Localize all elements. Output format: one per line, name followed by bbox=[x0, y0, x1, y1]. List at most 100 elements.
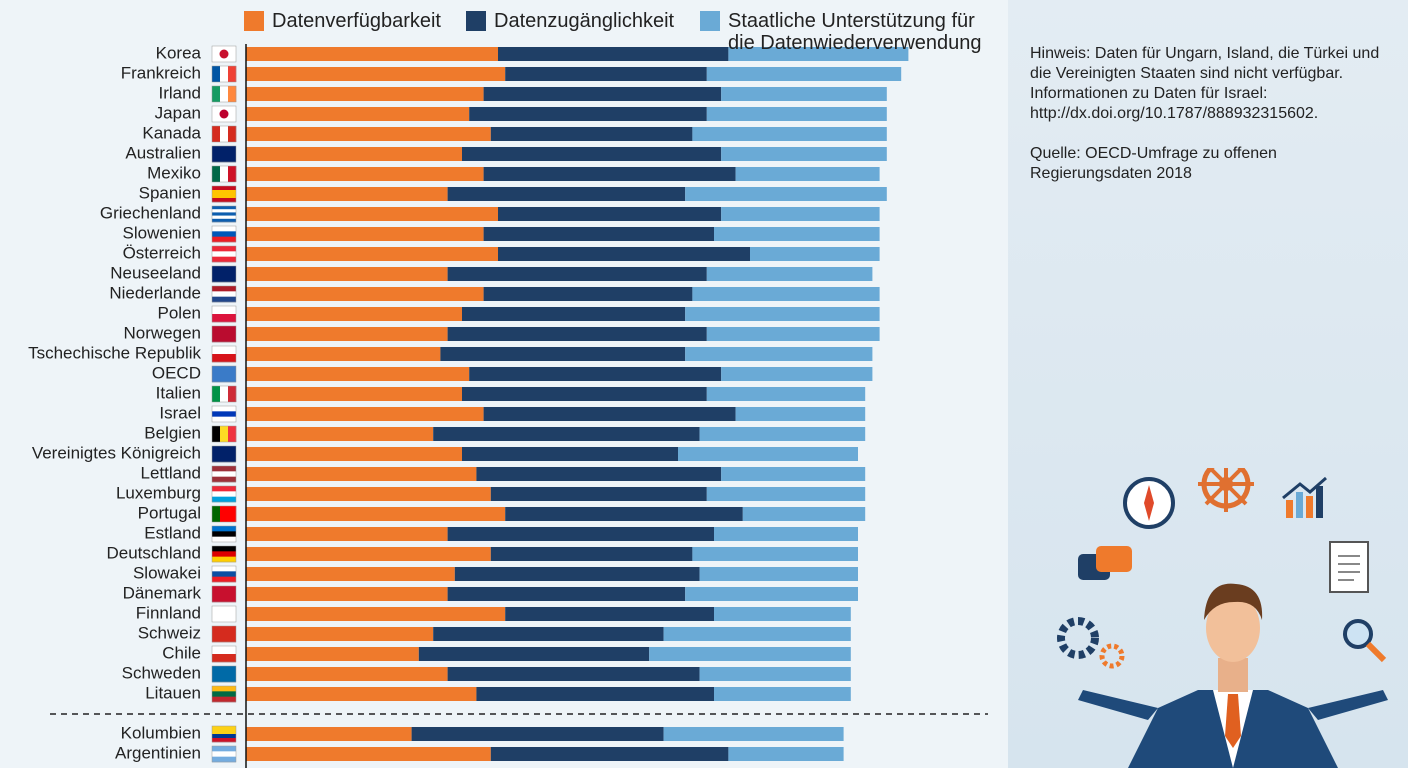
bar-segment bbox=[706, 327, 880, 341]
flag-border bbox=[211, 265, 237, 283]
category-label: Argentinien bbox=[115, 743, 201, 762]
flag-stripe bbox=[212, 366, 236, 383]
category-label: Griechenland bbox=[100, 203, 201, 222]
flag-stripe bbox=[212, 531, 236, 537]
bar-segment bbox=[498, 207, 722, 221]
flag-stripe bbox=[228, 126, 237, 142]
flag bbox=[211, 45, 237, 63]
flag-border bbox=[211, 725, 237, 743]
flag-border bbox=[211, 365, 237, 383]
bar-segment bbox=[476, 467, 722, 481]
flag-stripe bbox=[212, 209, 236, 213]
bar-segment bbox=[706, 67, 902, 81]
bar-segment bbox=[447, 327, 707, 341]
bar-segment bbox=[490, 487, 707, 501]
flag-stripe bbox=[212, 626, 236, 643]
flag-stripe bbox=[212, 86, 221, 102]
legend-label: Datenverfügbarkeit bbox=[272, 10, 441, 32]
flag bbox=[211, 585, 237, 603]
flag-stripe bbox=[212, 751, 236, 757]
flag-border bbox=[211, 605, 237, 623]
bar-segment bbox=[721, 87, 887, 101]
bar-segment bbox=[476, 687, 714, 701]
flag-stripe bbox=[212, 696, 236, 703]
bar-segment bbox=[246, 727, 412, 741]
flag-stripe bbox=[212, 190, 236, 195]
bar-segment bbox=[714, 607, 851, 621]
legend-label: Datenzugänglichkeit bbox=[494, 10, 675, 32]
bar-segment bbox=[447, 587, 686, 601]
category-label: Slowakei bbox=[133, 563, 201, 582]
flag bbox=[211, 565, 237, 583]
bar-segment bbox=[498, 247, 750, 261]
flag-stripe bbox=[212, 566, 236, 572]
bar-segment bbox=[685, 587, 858, 601]
bar-segment bbox=[728, 747, 844, 761]
bar-segment bbox=[498, 47, 729, 61]
flag bbox=[211, 305, 237, 323]
category-label: Irland bbox=[158, 83, 201, 102]
bar-segment bbox=[246, 307, 462, 321]
legend-label: Staatliche Unterstützung für die Datenwi… bbox=[728, 10, 982, 54]
bar-segment bbox=[246, 187, 448, 201]
flag bbox=[211, 165, 237, 183]
flag bbox=[211, 145, 237, 163]
bar-segment bbox=[418, 647, 650, 661]
flag-border bbox=[211, 285, 237, 303]
bar-segment bbox=[447, 187, 686, 201]
flag-border bbox=[211, 505, 237, 523]
flag-stripe bbox=[212, 256, 236, 263]
flag-stripe bbox=[212, 206, 236, 210]
category-label: Mexiko bbox=[147, 163, 201, 182]
bar-segment bbox=[246, 387, 462, 401]
legend-item: Datenzugänglichkeit bbox=[466, 2, 674, 32]
flag-stripe bbox=[220, 426, 229, 442]
flag bbox=[211, 285, 237, 303]
flag-stripe bbox=[212, 686, 236, 692]
flag-stripe bbox=[212, 286, 236, 292]
bar-segment bbox=[714, 227, 880, 241]
legend-item: Datenverfügbarkeit bbox=[244, 2, 441, 32]
bar-segment bbox=[735, 167, 880, 181]
flag bbox=[211, 185, 237, 203]
flag-stripe bbox=[220, 506, 229, 522]
flag-stripe bbox=[212, 386, 221, 402]
flag-stripe bbox=[212, 215, 236, 220]
flag-border bbox=[211, 65, 237, 83]
flag-stripe bbox=[212, 326, 236, 343]
bar-segment bbox=[246, 207, 498, 221]
bar-segment bbox=[246, 327, 448, 341]
flag-stripe bbox=[220, 386, 229, 402]
flag-stripe bbox=[212, 546, 236, 552]
flag-border bbox=[211, 645, 237, 663]
bar-segment bbox=[663, 727, 844, 741]
flag-stripe bbox=[212, 231, 236, 237]
bar-segment bbox=[692, 127, 887, 141]
bar-segment bbox=[663, 627, 851, 641]
flag-stripe bbox=[212, 212, 236, 216]
flag-stripe bbox=[212, 666, 236, 683]
flag-stripe bbox=[212, 471, 236, 477]
bar-segment bbox=[246, 447, 462, 461]
bar-segment bbox=[246, 647, 419, 661]
bar-segment bbox=[462, 147, 722, 161]
flag-border bbox=[211, 325, 237, 343]
flag-stripe bbox=[228, 166, 237, 182]
category-label: Frankreich bbox=[121, 63, 201, 82]
flag-stripe bbox=[228, 66, 237, 82]
bar-segment bbox=[699, 567, 858, 581]
bar-segment bbox=[246, 427, 434, 441]
bar-segment bbox=[246, 367, 470, 381]
flag bbox=[211, 525, 237, 543]
flag-stripe bbox=[212, 496, 236, 503]
illustration bbox=[1057, 468, 1388, 768]
flag-stripe bbox=[212, 756, 236, 763]
flag-stripe bbox=[212, 491, 236, 497]
category-label: Polen bbox=[158, 303, 201, 322]
flag bbox=[211, 485, 237, 503]
bar-segment bbox=[692, 547, 858, 561]
bar-segment bbox=[246, 607, 506, 621]
bar-segment bbox=[246, 487, 491, 501]
bar-segment bbox=[714, 527, 858, 541]
flag bbox=[211, 125, 237, 143]
